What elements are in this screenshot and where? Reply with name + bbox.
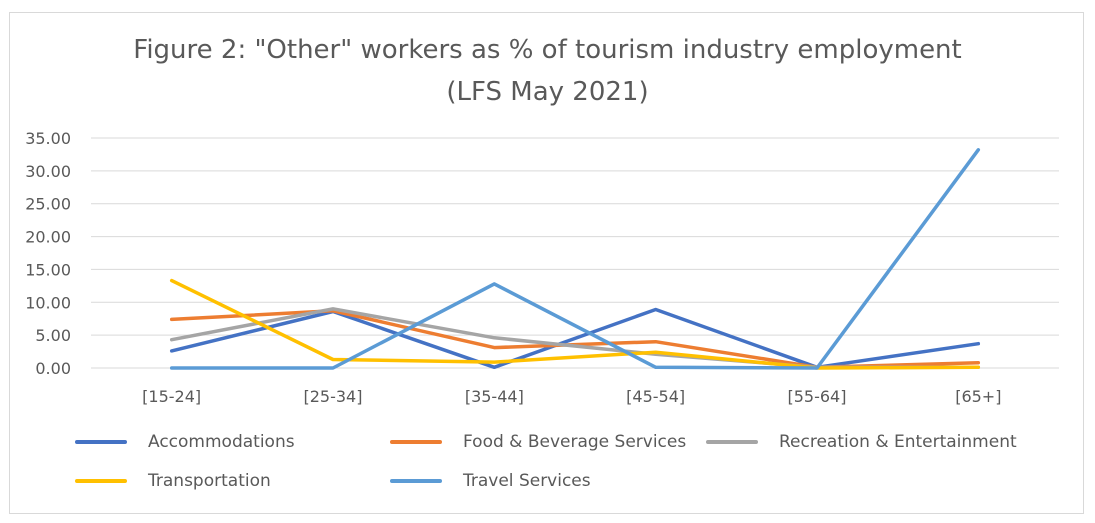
legend-item: Transportation	[75, 470, 271, 492]
y-tick-label: 10.00	[25, 293, 71, 312]
y-tick-label: 5.00	[35, 326, 71, 345]
x-axis-tick-labels: [15-24] [25-34] [35-44] [45-54] [55-64] [65+]	[142, 387, 1001, 406]
chart-subtitle: (LFS May 2021)	[446, 77, 649, 107]
x-tick-label: [35-44]	[465, 387, 524, 406]
legend-label: Transportation	[148, 471, 271, 491]
series-line-accommodations	[169, 307, 981, 370]
chart-title: Figure 2: "Other" workers as % of touris…	[133, 35, 962, 65]
legend-swatch	[390, 440, 442, 444]
chart-area	[9, 12, 1084, 514]
legend-label: Recreation & Entertainment	[779, 432, 1017, 452]
y-tick-label: 15.00	[25, 260, 71, 279]
x-tick-label: [55-64]	[788, 387, 847, 406]
legend-label: Accommodations	[148, 432, 295, 452]
legend-item: Accommodations	[75, 431, 295, 453]
x-tick-label: [65+]	[955, 387, 1001, 406]
y-tick-label: 25.00	[25, 195, 71, 214]
y-tick-label: 30.00	[25, 162, 71, 181]
y-axis-tick-labels: 0.00 5.00 10.00 15.00 20.00 25.00 30.00 35.00	[25, 129, 71, 378]
legend-swatch	[75, 440, 127, 444]
legend-label: Food & Beverage Services	[463, 432, 687, 452]
legend-item: Recreation & Entertainment	[706, 431, 1017, 453]
x-tick-label: [45-54]	[626, 387, 685, 406]
legend-item: Travel Services	[390, 470, 591, 492]
series-line-transportation	[169, 278, 981, 370]
x-tick-label: [15-24]	[142, 387, 201, 406]
legend-swatch	[706, 440, 758, 444]
series-line-travel-services	[169, 148, 981, 370]
legend-label: Travel Services	[463, 471, 591, 491]
legend-swatch	[390, 479, 442, 483]
legend-item: Food & Beverage Services	[390, 431, 686, 453]
legend-swatch	[75, 479, 127, 483]
x-tick-label: [25-34]	[304, 387, 363, 406]
y-tick-label: 20.00	[25, 228, 71, 247]
series-lines	[169, 148, 981, 370]
y-tick-label: 0.00	[35, 359, 71, 378]
y-tick-label: 35.00	[25, 129, 71, 148]
